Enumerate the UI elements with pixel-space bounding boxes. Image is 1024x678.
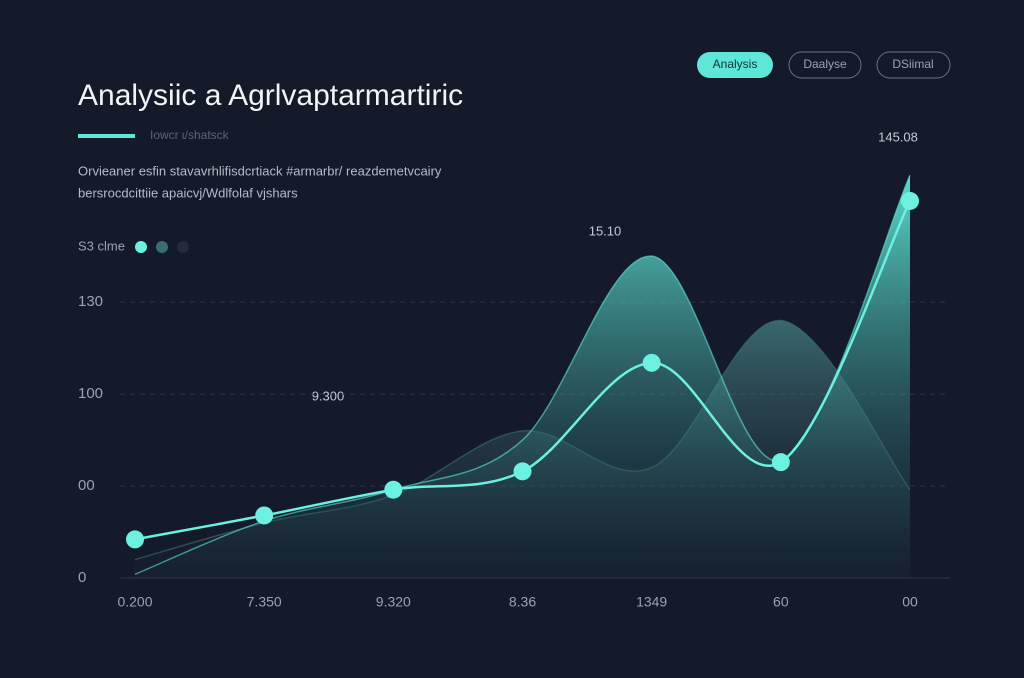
- x-tick-label: 8.36: [509, 594, 536, 610]
- legend-dot: [156, 241, 168, 253]
- y-tick-label: 0: [78, 569, 86, 586]
- marker: [513, 462, 532, 481]
- description: Orvieaner esfin stavavrhlifisdcrtiack #a…: [78, 163, 442, 178]
- x-tick-label: 0.200: [117, 594, 152, 610]
- marker: [255, 506, 274, 525]
- marker: [771, 453, 790, 472]
- y-tick-label: 100: [78, 385, 103, 402]
- chart-title: Analysiic a Agrlvaptarmartiric: [78, 79, 463, 112]
- button[interactable]: [876, 51, 951, 79]
- legend-dot: [135, 241, 147, 253]
- buttons: Analysis Daalyse DSiimal: [697, 51, 951, 79]
- button-label: Daalyse: [803, 57, 847, 71]
- button[interactable]: [697, 52, 773, 78]
- marker: [901, 191, 919, 210]
- legend-label: S3 clme: [78, 238, 125, 253]
- line: [134, 200, 912, 541]
- marker: [126, 530, 144, 549]
- x-tick-label: 9.320: [376, 594, 411, 610]
- y-tick-label: 130: [78, 293, 103, 310]
- x-tick-label: 1349: [636, 594, 667, 610]
- x-tick-label: 60: [773, 594, 789, 610]
- x-tick-label: 7.350: [247, 594, 282, 610]
- button[interactable]: [788, 51, 862, 79]
- annotation: 145.08: [878, 129, 918, 144]
- title-accent: [78, 134, 135, 138]
- legend-dot: [177, 241, 189, 253]
- button-label: Analysis: [713, 57, 758, 71]
- description: bersrocdcittiie apaicvj/Wdlfolaf vjshars: [78, 185, 298, 200]
- annotation: 9.300: [312, 388, 345, 403]
- area: [135, 175, 910, 578]
- marker: [384, 480, 403, 499]
- x-tick-label: 00: [902, 594, 918, 610]
- annotation: 15.10: [589, 223, 622, 238]
- marker: [642, 353, 661, 372]
- y-tick-label: 00: [78, 477, 95, 494]
- subtitle: Iowcr ɩ/shatsck: [150, 128, 230, 142]
- button-label: DSiimal: [892, 57, 933, 71]
